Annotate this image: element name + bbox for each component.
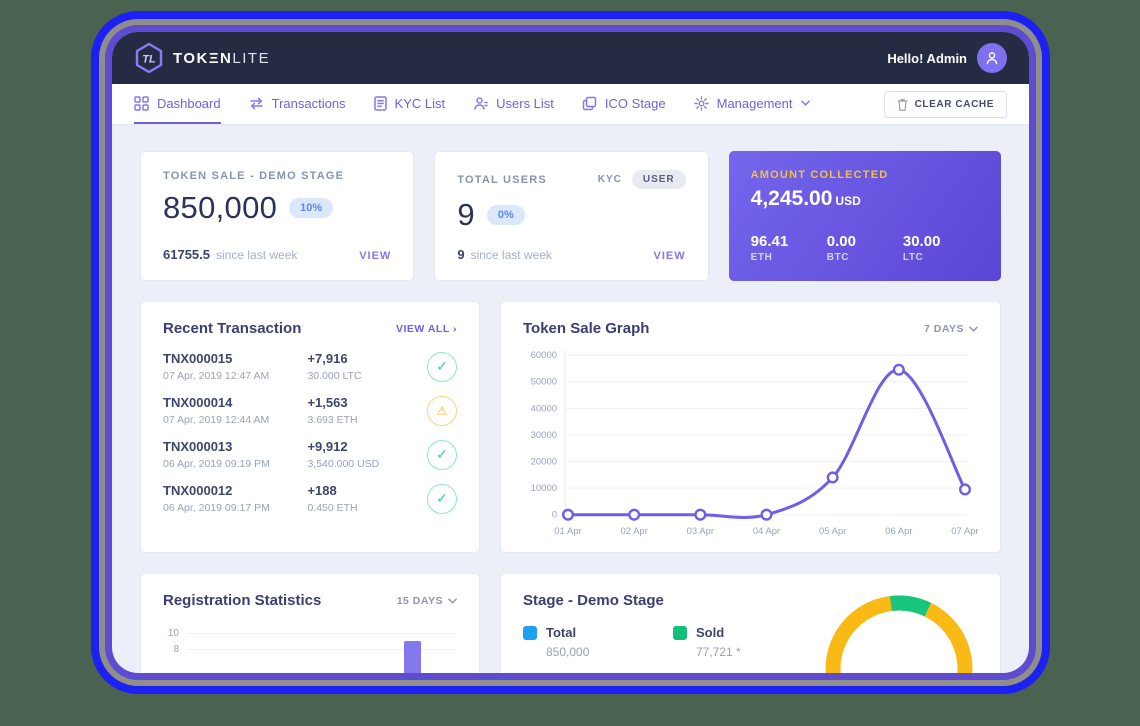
svg-text:40000: 40000 bbox=[531, 403, 557, 414]
registration-bar bbox=[404, 641, 421, 673]
svg-text:04 Apr: 04 Apr bbox=[753, 526, 781, 537]
amount-collected-value: 4,245.00 USD bbox=[750, 187, 861, 210]
nav-item-management[interactable]: Management bbox=[693, 84, 810, 124]
registration-statistics-title: Registration Statistics bbox=[163, 592, 322, 609]
svg-text:10000: 10000 bbox=[531, 483, 557, 494]
grid-icon bbox=[134, 95, 149, 111]
brand-name: TOKΞNLITE bbox=[173, 49, 271, 67]
svg-text:TL: TL bbox=[142, 54, 156, 66]
legend-total-swatch bbox=[523, 625, 537, 640]
svg-text:01 Apr: 01 Apr bbox=[554, 526, 582, 537]
person-icon bbox=[986, 52, 998, 65]
svg-text:05 Apr: 05 Apr bbox=[819, 526, 847, 537]
total-users-badge: 0% bbox=[486, 205, 525, 225]
nav-item-ico-stage[interactable]: ICO Stage bbox=[582, 84, 666, 124]
token-sale-value: 850,000 bbox=[163, 190, 278, 225]
dashboard-window: TL TOKΞNLITE Hello! Admin Dashboard Tran… bbox=[112, 32, 1029, 673]
registration-statistics-card: Registration Statistics 15 DAYS 10 8 bbox=[140, 573, 480, 673]
dashboard-body: TOKEN SALE - DEMO STAGE 850,000 10% 6175… bbox=[112, 125, 1029, 673]
legend-sold-swatch bbox=[673, 625, 687, 640]
user-icon bbox=[474, 96, 488, 110]
nav-item-users-list[interactable]: Users List bbox=[473, 84, 554, 124]
registration-range-dropdown[interactable]: 15 DAYS bbox=[397, 595, 457, 607]
brand-logo[interactable]: TL TOKΞNLITE bbox=[134, 42, 270, 74]
kyc-user-toggle: KYC USER bbox=[598, 170, 686, 189]
transaction-row[interactable]: TNX000012 06 Apr, 2019 09:17 PM +188 0.450… bbox=[163, 483, 457, 514]
svg-text:07 Apr: 07 Apr bbox=[951, 526, 978, 537]
amount-collected-label: AMOUNT COLLECTED bbox=[750, 169, 889, 181]
nav-item-transactions[interactable]: Transactions bbox=[249, 84, 346, 124]
chevron-down-icon bbox=[800, 100, 810, 106]
toggle-user[interactable]: USER bbox=[631, 170, 686, 189]
svg-text:06 Apr: 06 Apr bbox=[885, 526, 913, 537]
total-users-value: 9 bbox=[457, 197, 475, 232]
gear-icon bbox=[693, 95, 709, 111]
registration-bar-chart: 10 8 bbox=[163, 625, 457, 673]
transaction-row[interactable]: TNX000014 07 Apr, 2019 12:44 AM +1,563 3.6… bbox=[163, 395, 457, 426]
view-all-link[interactable]: VIEW ALL › bbox=[395, 322, 457, 335]
token-sale-label: TOKEN SALE - DEMO STAGE bbox=[163, 170, 345, 182]
recent-transactions-title: Recent Transaction bbox=[163, 320, 302, 337]
status-warning-icon: ⚠ bbox=[427, 395, 457, 426]
amount-btc: 0.00 BTC bbox=[826, 233, 856, 263]
amount-collected-card: AMOUNT COLLECTED 4,245.00 USD 96.41 ETH 0… bbox=[728, 151, 1001, 281]
transactions-list: TNX000015 07 Apr, 2019 12:47 AM +7,916 30.… bbox=[163, 351, 457, 514]
total-users-label: TOTAL USERS bbox=[457, 173, 547, 186]
nav-item-dashboard[interactable]: Dashboard bbox=[134, 84, 221, 124]
graph-range-dropdown[interactable]: 7 DAYS bbox=[924, 323, 978, 335]
main-nav: Dashboard Transactions KYC List Users Li… bbox=[112, 84, 1029, 125]
total-users-view-link[interactable]: VIEW bbox=[653, 250, 686, 262]
app-header: TL TOKΞNLITE Hello! Admin bbox=[112, 32, 1029, 84]
amount-ltc: 30.00 LTC bbox=[902, 233, 941, 263]
stage-title: Stage - Demo Stage bbox=[523, 592, 664, 609]
token-sale-line-chart: 0 10000 20000 30000 40000 50000 60000 01 Apr 02 … bbox=[531, 350, 978, 537]
transaction-row[interactable]: TNX000013 06 Apr, 2019 09:19 PM +9,912 3,5… bbox=[163, 439, 457, 470]
svg-text:02 Apr: 02 Apr bbox=[620, 526, 648, 537]
stacked-cubes-icon bbox=[582, 96, 597, 110]
swap-arrows-icon bbox=[249, 97, 263, 109]
greeting-text: Hello! Admin bbox=[887, 50, 967, 66]
token-sale-graph-card: Token Sale Graph 7 DAYS 0 10000 20000 30000… bbox=[500, 301, 1001, 553]
svg-text:03 Apr: 03 Apr bbox=[687, 526, 715, 537]
legend-sold: Sold 77,721 * bbox=[673, 625, 823, 659]
tokenlite-hexagon-icon: TL bbox=[135, 42, 163, 74]
status-success-icon: ✓ bbox=[427, 351, 457, 382]
status-success-icon: ✓ bbox=[427, 439, 457, 470]
status-success-icon: ✓ bbox=[427, 483, 457, 514]
toggle-kyc[interactable]: KYC bbox=[597, 174, 622, 185]
svg-text:0: 0 bbox=[552, 510, 557, 521]
clear-cache-button[interactable]: CLEAR CACHE bbox=[883, 90, 1007, 118]
transaction-row[interactable]: TNX000015 07 Apr, 2019 12:47 AM +7,916 30.… bbox=[163, 351, 457, 382]
stage-card: Stage - Demo Stage Total 850,000 Sold 77… bbox=[500, 573, 1001, 673]
stage-legend: Total 850,000 Sold 77,721 * bbox=[523, 625, 978, 659]
svg-text:30000: 30000 bbox=[531, 430, 557, 441]
total-users-card: TOTAL USERS KYC USER 9 0% 9 since last w… bbox=[434, 151, 709, 281]
user-avatar[interactable] bbox=[977, 43, 1007, 73]
svg-text:50000: 50000 bbox=[531, 377, 557, 388]
stage-donut-chart bbox=[824, 594, 974, 673]
recent-transactions-card: Recent Transaction VIEW ALL › TNX000015 0… bbox=[140, 301, 480, 553]
token-sale-card: TOKEN SALE - DEMO STAGE 850,000 10% 6175… bbox=[140, 151, 415, 281]
trash-icon bbox=[896, 98, 908, 111]
token-sale-graph-title: Token Sale Graph bbox=[523, 320, 650, 337]
token-sale-delta: 61755.5 bbox=[163, 247, 210, 262]
token-sale-badge: 10% bbox=[289, 198, 334, 218]
nav-item-kyc-list[interactable]: KYC List bbox=[373, 84, 445, 124]
chevron-down-icon bbox=[448, 597, 457, 604]
chevron-down-icon bbox=[969, 325, 978, 332]
total-users-delta: 9 bbox=[457, 247, 465, 262]
legend-total: Total 850,000 bbox=[523, 625, 673, 659]
svg-text:60000: 60000 bbox=[531, 350, 557, 361]
document-list-icon bbox=[373, 95, 387, 111]
total-users-caption: since last week bbox=[470, 248, 552, 262]
svg-text:20000: 20000 bbox=[531, 457, 557, 468]
token-sale-caption: since last week bbox=[216, 248, 298, 262]
token-sale-view-link[interactable]: VIEW bbox=[359, 250, 392, 262]
amount-eth: 96.41 ETH bbox=[750, 233, 789, 263]
